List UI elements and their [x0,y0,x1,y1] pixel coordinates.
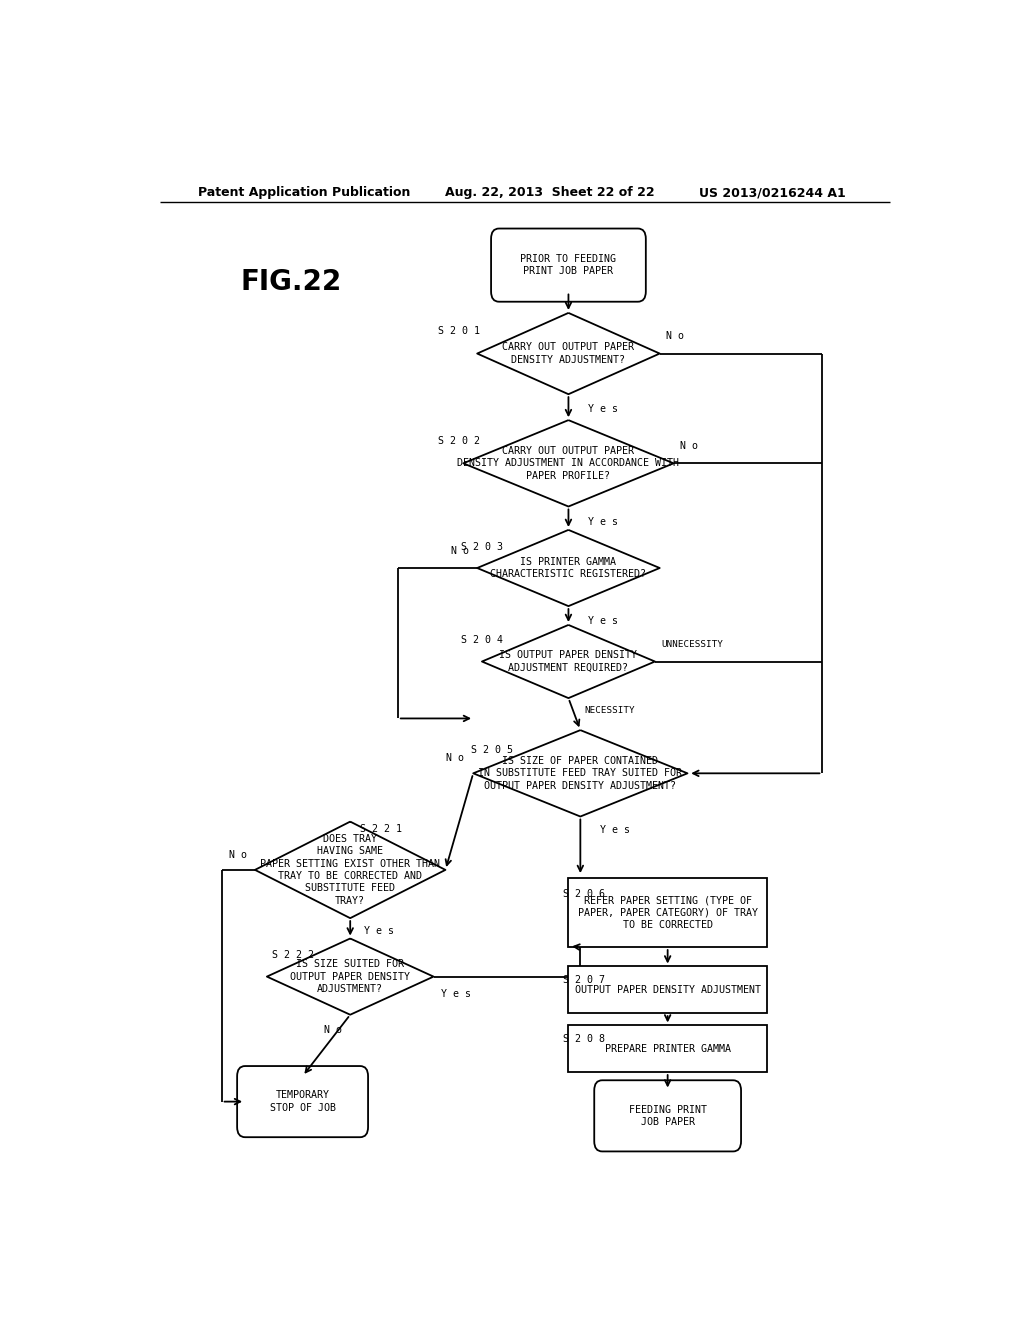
Text: FIG.22: FIG.22 [240,268,341,297]
Text: Aug. 22, 2013  Sheet 22 of 22: Aug. 22, 2013 Sheet 22 of 22 [445,186,655,199]
Text: IS SIZE SUITED FOR
OUTPUT PAPER DENSITY
ADJUSTMENT?: IS SIZE SUITED FOR OUTPUT PAPER DENSITY … [290,960,411,994]
Text: S 2 0 5: S 2 0 5 [471,744,513,755]
Text: PREPARE PRINTER GAMMA: PREPARE PRINTER GAMMA [604,1044,731,1053]
Text: IS PRINTER GAMMA
CHARACTERISTIC REGISTERED?: IS PRINTER GAMMA CHARACTERISTIC REGISTER… [490,557,646,579]
Text: Patent Application Publication: Patent Application Publication [198,186,411,199]
Text: REFER PAPER SETTING (TYPE OF
PAPER, PAPER CATEGORY) OF TRAY
TO BE CORRECTED: REFER PAPER SETTING (TYPE OF PAPER, PAPE… [578,895,758,931]
Text: CARRY OUT OUTPUT PAPER
DENSITY ADJUSTMENT?: CARRY OUT OUTPUT PAPER DENSITY ADJUSTMEN… [503,342,635,364]
Text: Y e s: Y e s [588,516,618,527]
Text: UNNECESSITY: UNNECESSITY [662,640,723,649]
Text: N o: N o [680,441,698,451]
Bar [568,878,767,948]
FancyBboxPatch shape [238,1067,368,1138]
Text: US 2013/0216244 A1: US 2013/0216244 A1 [699,186,846,199]
Text: TEMPORARY
STOP OF JOB: TEMPORARY STOP OF JOB [269,1090,336,1113]
FancyBboxPatch shape [492,228,646,302]
Text: CARRY OUT OUTPUT PAPER
DENSITY ADJUSTMENT IN ACCORDANCE WITH
PAPER PROFILE?: CARRY OUT OUTPUT PAPER DENSITY ADJUSTMEN… [458,446,680,480]
Text: N o: N o [325,1024,342,1035]
Text: Y e s: Y e s [588,616,618,626]
Text: S 2 2 2: S 2 2 2 [272,950,314,960]
Text: Y e s: Y e s [588,404,618,414]
Text: S 2 0 2: S 2 0 2 [437,436,479,446]
Text: DOES TRAY
HAVING SAME
PAPER SETTING EXIST OTHER THAN
TRAY TO BE CORRECTED AND
SU: DOES TRAY HAVING SAME PAPER SETTING EXIS… [260,834,440,906]
Text: N o: N o [445,754,464,763]
Text: N o: N o [666,331,684,342]
Text: Y e s: Y e s [600,825,630,834]
Text: Y e s: Y e s [365,927,394,936]
Text: IS OUTPUT PAPER DENSITY
ADJUSTMENT REQUIRED?: IS OUTPUT PAPER DENSITY ADJUSTMENT REQUI… [500,651,638,673]
Text: Y e s: Y e s [441,989,471,999]
Text: PRIOR TO FEEDING
PRINT JOB PAPER: PRIOR TO FEEDING PRINT JOB PAPER [520,253,616,276]
Text: FEEDING PRINT
JOB PAPER: FEEDING PRINT JOB PAPER [629,1105,707,1127]
Bar [568,966,767,1014]
Text: N o: N o [452,545,469,556]
Text: S 2 0 1: S 2 0 1 [437,326,479,337]
Bar [568,1026,767,1072]
Text: S 2 0 6: S 2 0 6 [563,890,605,899]
Text: S 2 0 3: S 2 0 3 [461,541,504,552]
Text: N o: N o [229,850,247,859]
Text: OUTPUT PAPER DENSITY ADJUSTMENT: OUTPUT PAPER DENSITY ADJUSTMENT [574,985,761,995]
Text: IS SIZE OF PAPER CONTAINED
IN SUBSTITUTE FEED TRAY SUITED FOR
OUTPUT PAPER DENSI: IS SIZE OF PAPER CONTAINED IN SUBSTITUTE… [478,756,682,791]
Text: S 2 2 1: S 2 2 1 [359,824,401,834]
Text: S 2 0 8: S 2 0 8 [563,1034,605,1044]
Text: S 2 0 4: S 2 0 4 [461,635,504,645]
Text: NECESSITY: NECESSITY [585,706,635,715]
FancyBboxPatch shape [594,1080,741,1151]
Text: S 2 0 7: S 2 0 7 [563,974,605,985]
